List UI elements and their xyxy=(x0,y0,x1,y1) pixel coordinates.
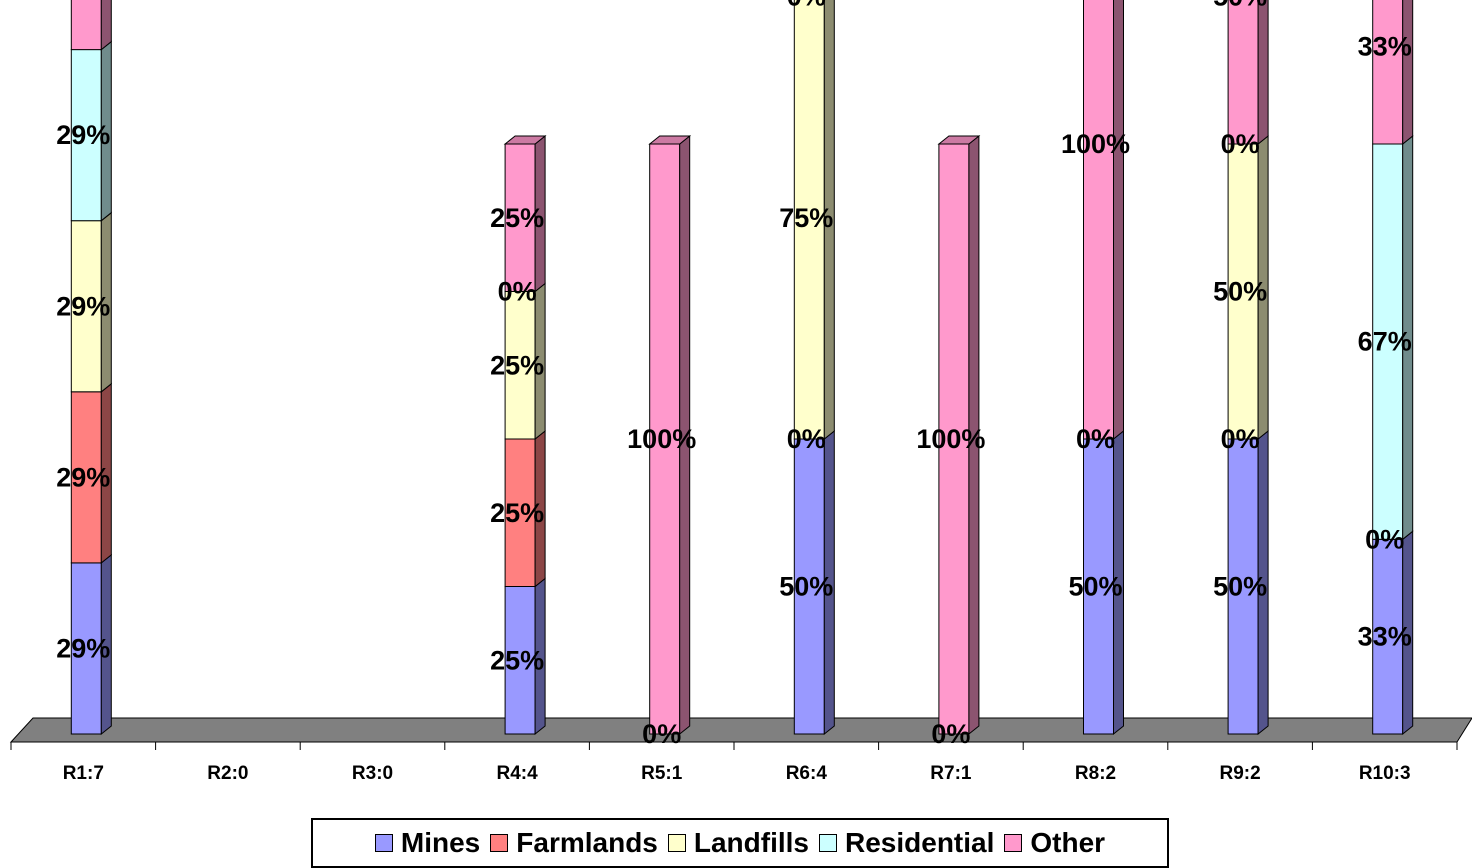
legend-swatch-landfills xyxy=(667,834,686,852)
x-tick-label: R5:1 xyxy=(641,763,683,784)
data-label: 100% xyxy=(1061,129,1130,159)
bar-segment xyxy=(70,562,102,735)
bar-segment xyxy=(70,0,102,51)
data-label: 0% xyxy=(1365,524,1404,554)
legend: Mines Farmlands Landfills Residential Ot… xyxy=(311,818,1169,868)
data-label: 67% xyxy=(1358,327,1412,357)
bar-segment-side xyxy=(1257,0,1269,146)
legend-item-landfills: Landfills xyxy=(667,827,809,859)
data-label: 0% xyxy=(1221,129,1260,159)
bar-segment xyxy=(1372,538,1404,735)
legend-label-mines: Mines xyxy=(400,827,481,858)
data-label: 29% xyxy=(56,291,110,321)
x-tick-label: R9:2 xyxy=(1220,763,1261,784)
data-label: 100% xyxy=(916,424,985,454)
data-label: 0% xyxy=(1076,424,1115,454)
legend-label-residential: Residential xyxy=(845,827,995,858)
bar-segment xyxy=(70,220,102,393)
data-label: 0% xyxy=(1221,424,1260,454)
data-label: 100% xyxy=(627,424,696,454)
data-label: 25% xyxy=(490,498,544,528)
data-label: 25% xyxy=(490,350,544,380)
data-label: 0% xyxy=(931,719,970,749)
bar-segment xyxy=(793,438,825,735)
legend-swatch-mines xyxy=(374,834,393,852)
bar-segment xyxy=(1083,0,1114,440)
x-tick-label: R2:0 xyxy=(207,763,248,784)
bar-segment xyxy=(793,0,825,440)
bar-segment-side xyxy=(100,0,112,51)
x-tick-label: R8:2 xyxy=(1075,763,1116,784)
bar-top xyxy=(937,135,981,145)
legend-item-mines: Mines xyxy=(374,827,481,859)
bar-top xyxy=(648,135,692,145)
legend-swatch-farmlands xyxy=(490,834,509,852)
data-label: 29% xyxy=(56,633,110,663)
bar-segment-side xyxy=(1402,0,1414,146)
x-tick-label: R1:7 xyxy=(63,763,104,784)
data-label: 0% xyxy=(642,719,681,749)
legend-item-other: Other xyxy=(1004,827,1105,859)
x-axis: R1:7 R2:0 R3:0 R4:4 R5:1 R6:4 R7:1 R8:2 R9:2 R10:… xyxy=(10,741,1458,784)
x-tick-label: R7:1 xyxy=(930,763,972,784)
bars xyxy=(70,0,1414,736)
legend-swatch-other xyxy=(1004,834,1023,852)
bar-segment xyxy=(504,143,536,292)
bar-segment xyxy=(938,143,970,735)
data-label: 0% xyxy=(498,277,537,307)
bar-segment-side xyxy=(1113,0,1124,441)
data-label: 33% xyxy=(1358,622,1412,652)
bar-top xyxy=(503,135,547,145)
bar-segment xyxy=(1372,0,1404,145)
legend-label-landfills: Landfills xyxy=(693,827,809,858)
data-label: 25% xyxy=(490,203,544,233)
data-label: 25% xyxy=(490,645,544,675)
data-label: 50% xyxy=(1213,0,1267,12)
legend-item-residential: Residential xyxy=(819,827,994,859)
legend-item-farmlands: Farmlands xyxy=(490,827,658,859)
legend-label-other: Other xyxy=(1030,827,1106,858)
legend-label-farmlands: Farmlands xyxy=(516,827,658,858)
bar-segment xyxy=(504,438,536,587)
bar-segment xyxy=(1227,0,1259,145)
x-tick-label: R6:4 xyxy=(786,763,828,784)
x-tick-label: R4:4 xyxy=(497,763,539,784)
bar-segment xyxy=(1372,143,1404,540)
data-label: 75% xyxy=(779,203,833,233)
x-tick-label: R10:3 xyxy=(1359,763,1411,784)
data-label: 0% xyxy=(787,0,826,12)
bar-segment xyxy=(1227,438,1259,735)
data-label: 29% xyxy=(56,120,110,150)
legend-swatch-residential xyxy=(819,834,837,852)
data-label: 33% xyxy=(1358,32,1412,62)
data-label: 29% xyxy=(56,462,110,492)
data-label: 50% xyxy=(1068,572,1122,602)
bar-segment-side xyxy=(823,0,835,441)
data-label: 50% xyxy=(779,572,833,602)
data-label: 50% xyxy=(1213,572,1267,602)
data-labels: 29%29%29%29%29%25%25%25%0%25%0%100%50%0%… xyxy=(56,0,1411,749)
data-label: 0% xyxy=(787,424,826,454)
data-label: 50% xyxy=(1213,277,1267,307)
x-tick-label: R3:0 xyxy=(352,763,393,784)
